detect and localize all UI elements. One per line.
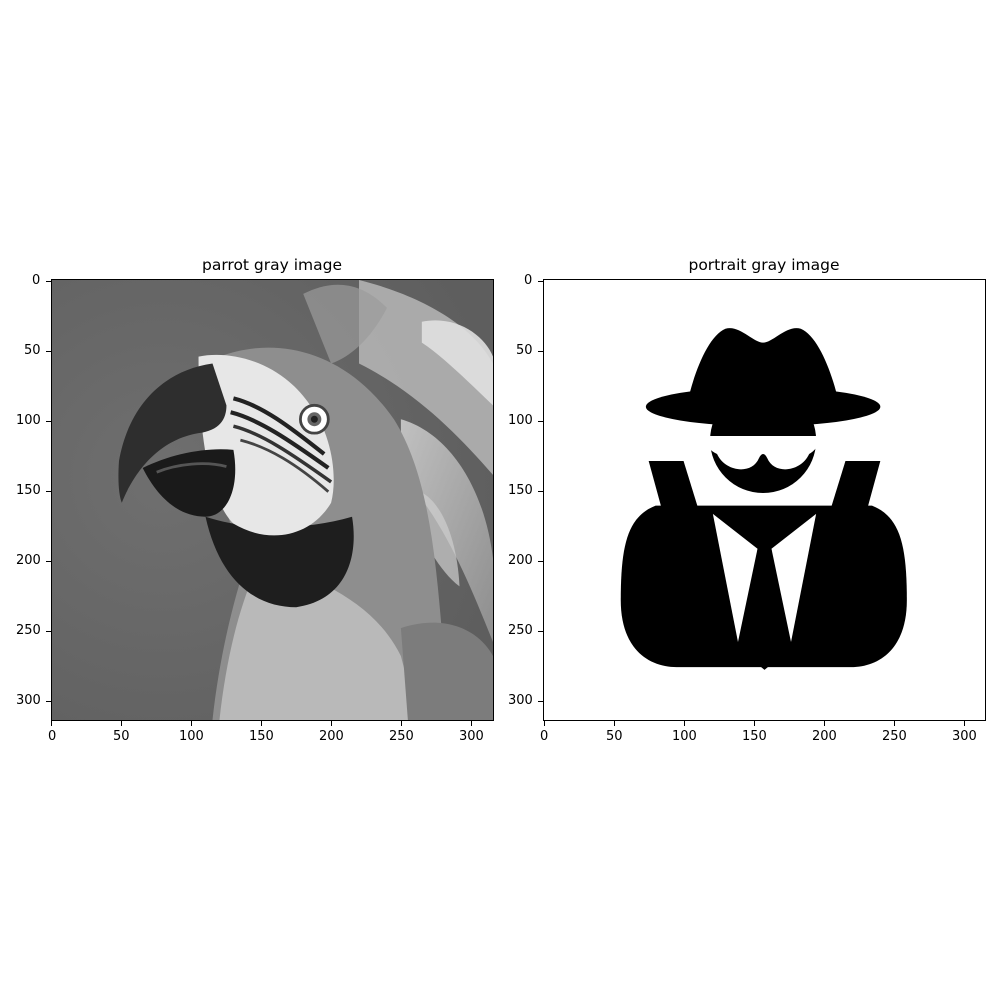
- portrait-panel-title: portrait gray image: [688, 256, 840, 274]
- x-tick-label: 150: [742, 729, 767, 744]
- y-tick-label: 100: [508, 413, 533, 428]
- x-tick-label: 250: [389, 729, 414, 744]
- x-tick-label: 300: [459, 729, 484, 744]
- parrot-panel-title: parrot gray image: [201, 256, 343, 274]
- y-tick-label: 0: [32, 273, 41, 288]
- y-tick-label: 150: [16, 483, 41, 498]
- y-tick-label: 100: [16, 413, 41, 428]
- x-tick-label: 200: [319, 729, 344, 744]
- x-tick-label: 150: [249, 729, 274, 744]
- x-tick-label: 100: [179, 729, 204, 744]
- y-tick-label: 50: [24, 343, 41, 358]
- x-tick-label: 0: [540, 729, 549, 744]
- y-tick-label: 50: [516, 343, 533, 358]
- y-tick-label: 250: [16, 623, 41, 638]
- y-tick-label: 300: [16, 693, 41, 708]
- y-tick-label: 150: [508, 483, 533, 498]
- x-tick-label: 200: [812, 729, 837, 744]
- parrot-image: [51, 279, 494, 721]
- y-tick-label: 250: [508, 623, 533, 638]
- x-tick-label: 100: [672, 729, 697, 744]
- x-tick-label: 50: [606, 729, 623, 744]
- portrait-image: [543, 279, 986, 721]
- y-tick-label: 0: [524, 273, 533, 288]
- x-tick-label: 50: [113, 729, 130, 744]
- x-tick-label: 300: [952, 729, 977, 744]
- y-tick-label: 300: [508, 693, 533, 708]
- y-tick-label: 200: [508, 553, 533, 568]
- y-tick-label: 200: [16, 553, 41, 568]
- x-tick-label: 250: [882, 729, 907, 744]
- x-tick-label: 0: [48, 729, 57, 744]
